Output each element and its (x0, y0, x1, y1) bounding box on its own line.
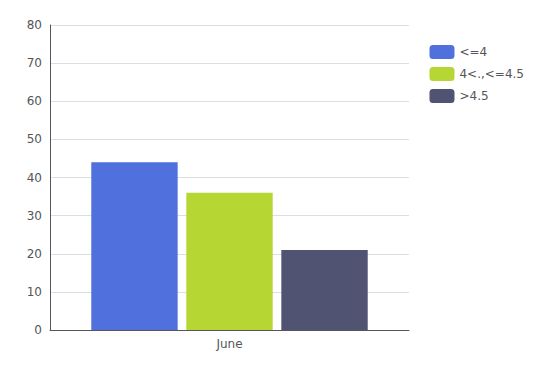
svg-text:June: June (215, 337, 242, 351)
svg-text:>4.5: >4.5 (459, 89, 488, 103)
svg-text:50: 50 (27, 132, 42, 146)
svg-text:80: 80 (27, 18, 42, 32)
svg-text:30: 30 (27, 209, 42, 223)
svg-text:4<.,<=4.5: 4<.,<=4.5 (459, 67, 524, 81)
svg-text:70: 70 (27, 56, 42, 70)
svg-text:40: 40 (27, 171, 42, 185)
svg-text:20: 20 (27, 247, 42, 261)
svg-text:60: 60 (27, 94, 42, 108)
svg-text:0: 0 (34, 323, 42, 337)
svg-text:<=4: <=4 (459, 45, 487, 59)
svg-text:10: 10 (27, 285, 42, 299)
